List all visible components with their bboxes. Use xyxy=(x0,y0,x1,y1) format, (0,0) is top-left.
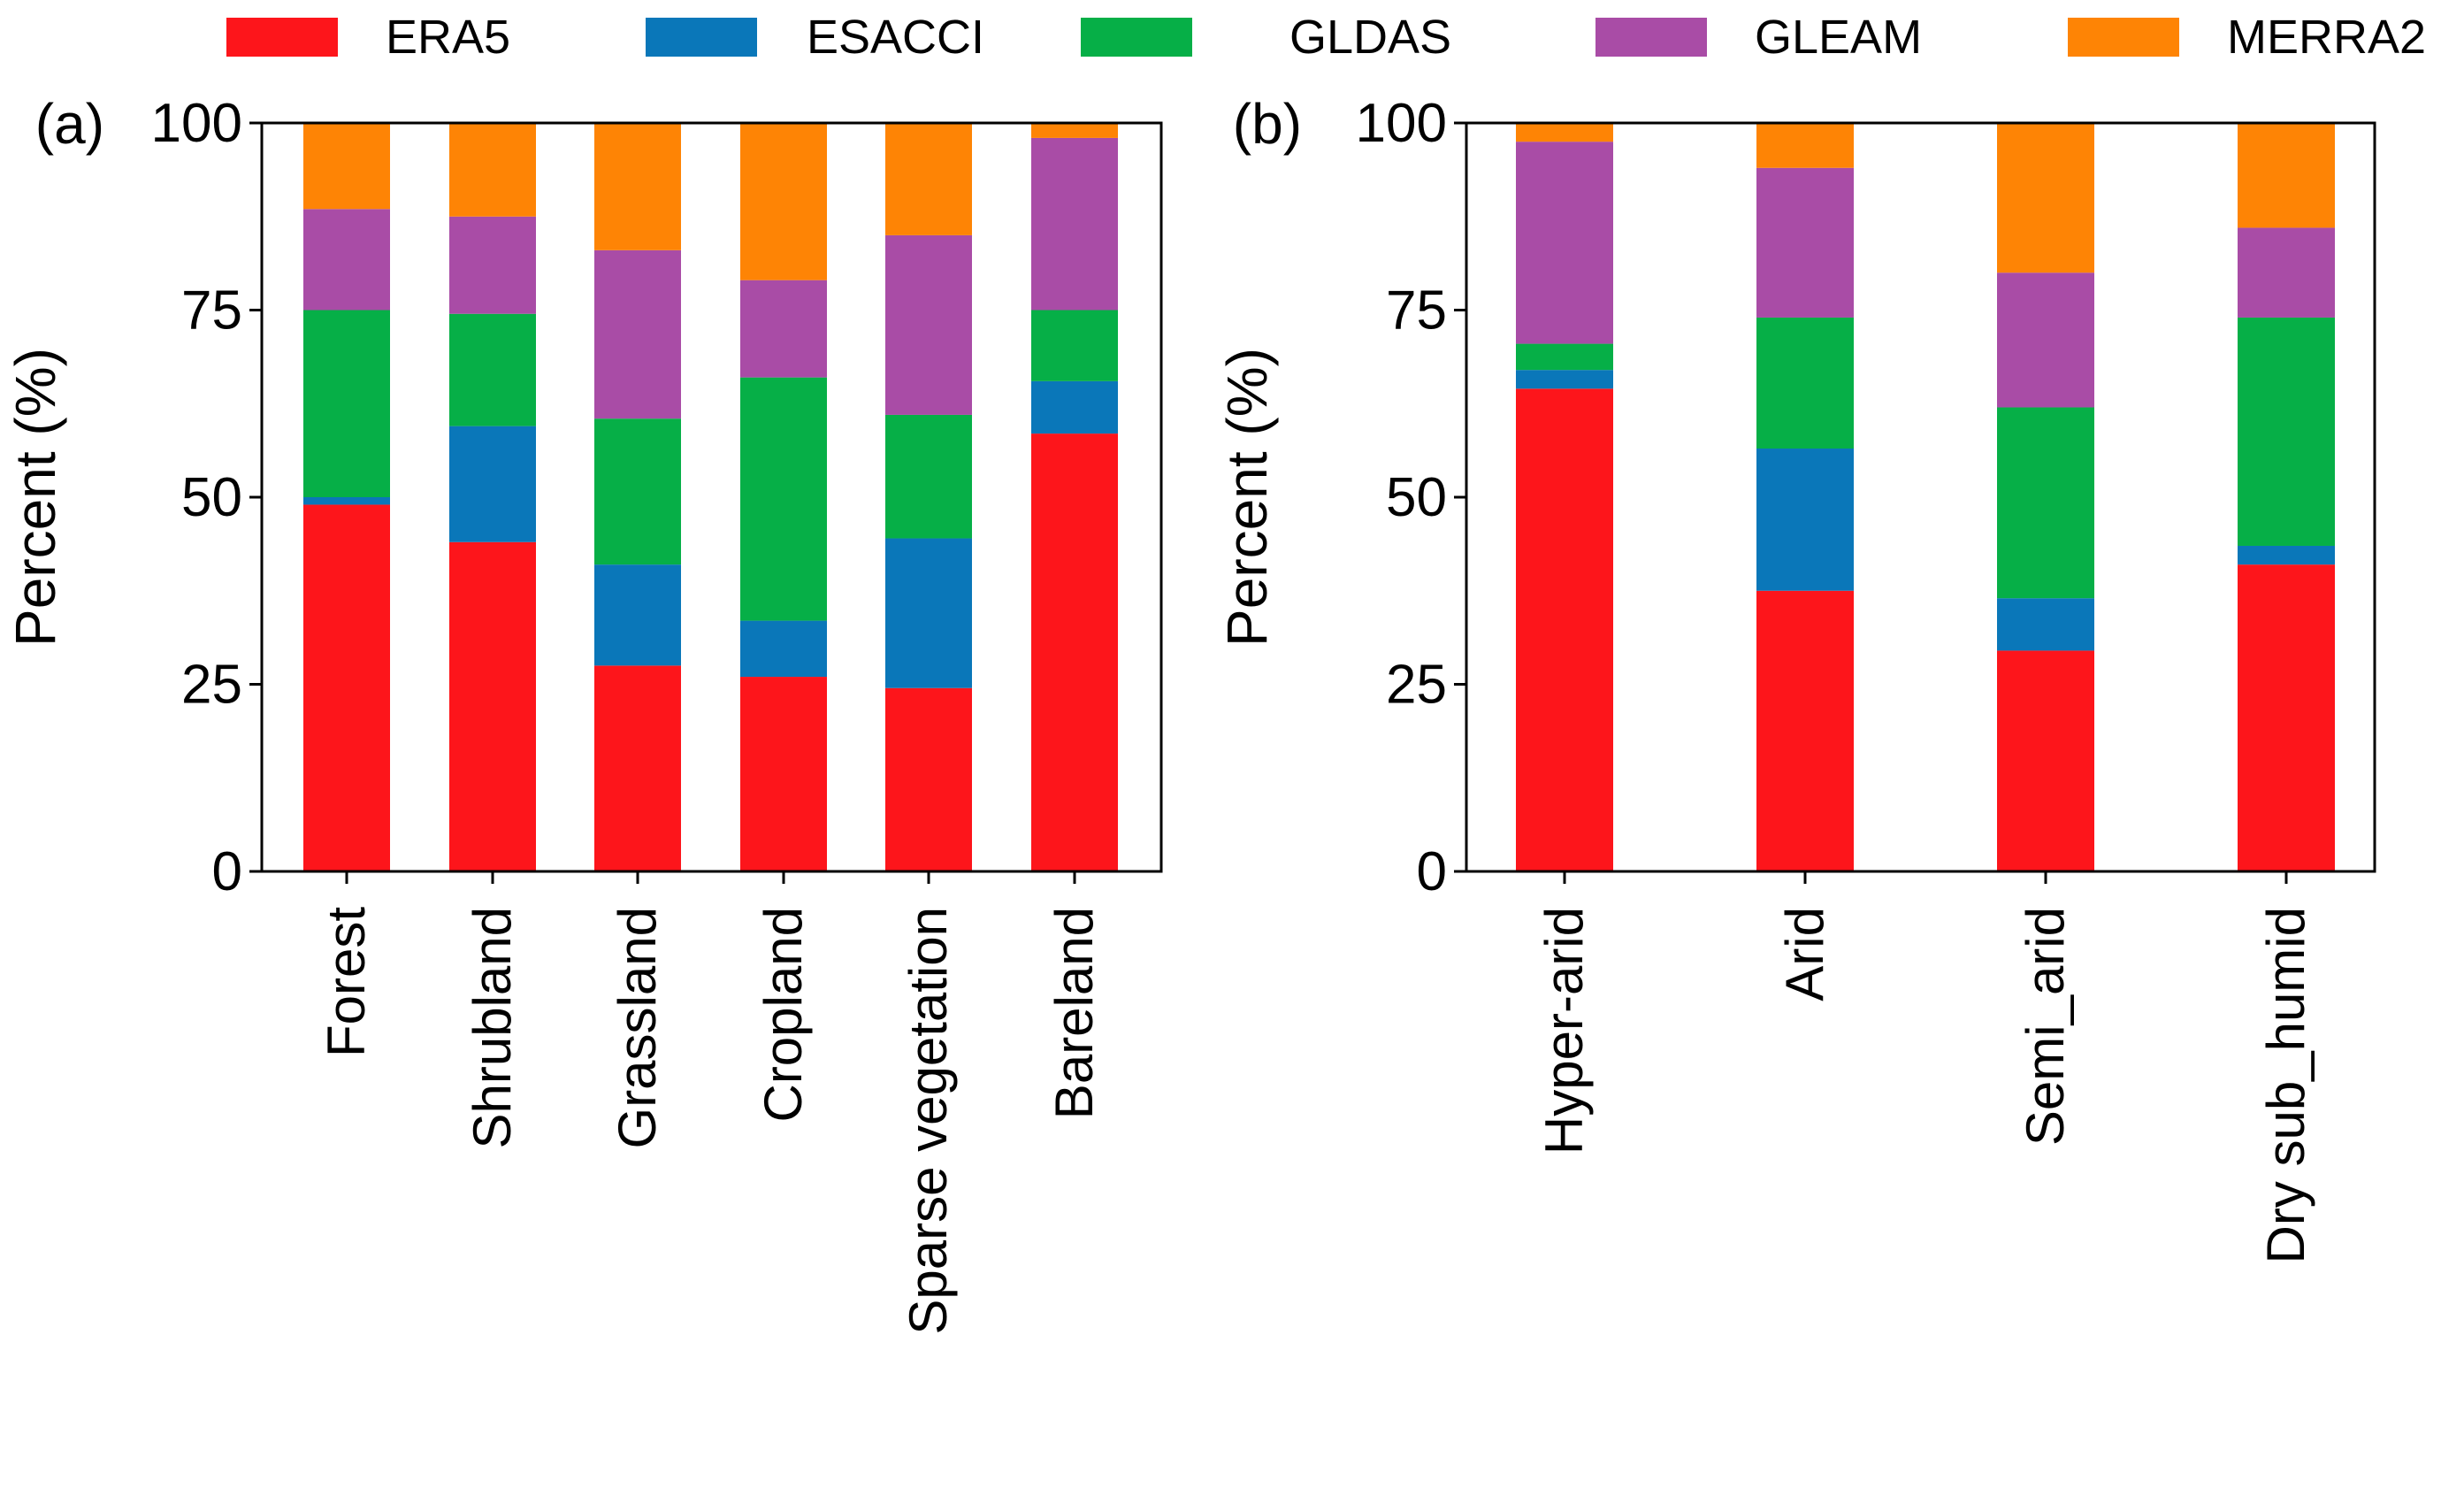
y-axis-label: Percent (%) xyxy=(4,348,67,647)
bar-grassland-gleam xyxy=(594,249,681,419)
x-tick-label-cropland: Cropland xyxy=(754,907,813,1123)
y-tick-label-25: 25 xyxy=(1386,655,1447,716)
bar-semi-arid-era5 xyxy=(1997,650,2094,871)
bar-forest-gldas xyxy=(303,310,390,497)
x-tick-label-dry-sub-humid: Dry sub_humid xyxy=(2256,907,2315,1264)
bar-semi-arid-merra2 xyxy=(1997,123,2094,273)
bar-shrubland-era5 xyxy=(449,541,536,871)
y-tick-label-50: 50 xyxy=(1386,467,1447,528)
x-tick-label-arid: Arid xyxy=(1775,907,1834,1001)
y-axis-label: Percent (%) xyxy=(1215,348,1279,647)
x-tick-label-shrubland: Shrubland xyxy=(463,907,522,1149)
bar-forest-esacci xyxy=(303,497,390,505)
legend-label-merra2: MERRA2 xyxy=(2227,11,2426,64)
bar-cropland-merra2 xyxy=(740,123,827,280)
legend-label-esacci: ESACCI xyxy=(807,11,984,64)
x-tick-label-sparse-vegetation: Sparse vegetation xyxy=(899,907,958,1335)
x-tick-label-forest: Forest xyxy=(317,907,376,1057)
legend-swatch-gleam xyxy=(1595,18,1707,57)
panel-label: (a) xyxy=(35,92,104,156)
legend-swatch-esacci xyxy=(646,18,757,57)
y-tick-label-75: 75 xyxy=(181,280,242,341)
bar-forest-era5 xyxy=(303,504,390,871)
bar-bareland-esacci xyxy=(1031,380,1118,434)
bar-arid-gldas xyxy=(1756,317,1854,449)
y-tick-label-0: 0 xyxy=(212,841,242,902)
x-tick-label-grassland: Grassland xyxy=(608,907,667,1148)
bar-dry-sub-humid-era5 xyxy=(2238,564,2335,871)
bar-dry-sub-humid-esacci xyxy=(2238,545,2335,565)
legend-swatch-era5 xyxy=(226,18,338,57)
bar-dry-sub-humid-gldas xyxy=(2238,317,2335,546)
bar-hyper-arid-era5 xyxy=(1516,388,1613,872)
x-tick-label-semi-arid: Semi_arid xyxy=(2016,907,2075,1146)
bar-sparse-vegetation-gleam xyxy=(885,234,972,415)
bar-arid-era5 xyxy=(1756,590,1854,871)
bar-cropland-gldas xyxy=(740,377,827,621)
bar-semi-arid-gleam xyxy=(1997,272,2094,408)
bar-grassland-esacci xyxy=(594,564,681,666)
bar-cropland-esacci xyxy=(740,620,827,678)
y-tick-label-50: 50 xyxy=(181,467,242,528)
bar-shrubland-esacci xyxy=(449,426,536,542)
y-tick-label-0: 0 xyxy=(1417,841,1447,902)
bar-cropland-gleam xyxy=(740,280,827,378)
panel-label: (b) xyxy=(1233,92,1302,156)
y-tick-label-75: 75 xyxy=(1386,280,1447,341)
bar-hyper-arid-merra2 xyxy=(1516,123,1613,142)
bar-bareland-gleam xyxy=(1031,137,1118,311)
bar-forest-gleam xyxy=(303,209,390,311)
bar-sparse-vegetation-merra2 xyxy=(885,123,972,235)
bar-grassland-era5 xyxy=(594,665,681,871)
bar-semi-arid-gldas xyxy=(1997,407,2094,599)
bar-forest-merra2 xyxy=(303,123,390,210)
bar-bareland-merra2 xyxy=(1031,123,1118,138)
bar-shrubland-gleam xyxy=(449,216,536,314)
x-tick-label-bareland: Bareland xyxy=(1045,907,1104,1119)
bar-dry-sub-humid-gleam xyxy=(2238,227,2335,318)
bar-sparse-vegetation-esacci xyxy=(885,538,972,688)
panel-a-chart: Forest Shrubland Grassland Cropland Sparse v… xyxy=(4,92,1163,1335)
bar-cropland-era5 xyxy=(740,677,827,871)
bar-grassland-merra2 xyxy=(594,123,681,250)
y-tick-label-100: 100 xyxy=(151,93,242,154)
legend-swatch-gldas xyxy=(1081,18,1192,57)
bar-hyper-arid-gleam xyxy=(1516,142,1613,344)
bar-shrubland-gldas xyxy=(449,313,536,426)
bar-sparse-vegetation-gldas xyxy=(885,414,972,539)
x-tick-label-hyper-arid: Hyper-arid xyxy=(1534,907,1594,1155)
bar-arid-merra2 xyxy=(1756,123,1854,168)
legend-label-era5: ERA5 xyxy=(386,11,510,64)
bar-sparse-vegetation-era5 xyxy=(885,687,972,871)
bar-dry-sub-humid-merra2 xyxy=(2238,123,2335,228)
legend: ERA5 ESACCI GLDAS GLEAM MERRA2 xyxy=(226,11,2426,64)
plot-frame xyxy=(260,121,1163,873)
legend-swatch-merra2 xyxy=(2068,18,2179,57)
y-tick-label-100: 100 xyxy=(1356,93,1447,154)
bar-arid-gleam xyxy=(1756,167,1854,318)
bar-shrubland-merra2 xyxy=(449,123,536,217)
bar-hyper-arid-gldas xyxy=(1516,343,1613,371)
bar-semi-arid-esacci xyxy=(1997,598,2094,651)
plot-frame xyxy=(1465,121,2376,873)
bar-hyper-arid-esacci xyxy=(1516,370,1613,389)
bar-grassland-gldas xyxy=(594,418,681,565)
legend-label-gleam: GLEAM xyxy=(1755,11,1922,64)
bar-arid-esacci xyxy=(1756,449,1854,591)
bar-bareland-era5 xyxy=(1031,433,1118,871)
panel-b-chart: Hyper-arid Arid Semi_arid Dry sub_humid 0 25 5… xyxy=(1215,92,2376,1264)
legend-label-gldas: GLDAS xyxy=(1289,11,1451,64)
y-tick-label-25: 25 xyxy=(181,655,242,716)
bar-bareland-gldas xyxy=(1031,310,1118,381)
